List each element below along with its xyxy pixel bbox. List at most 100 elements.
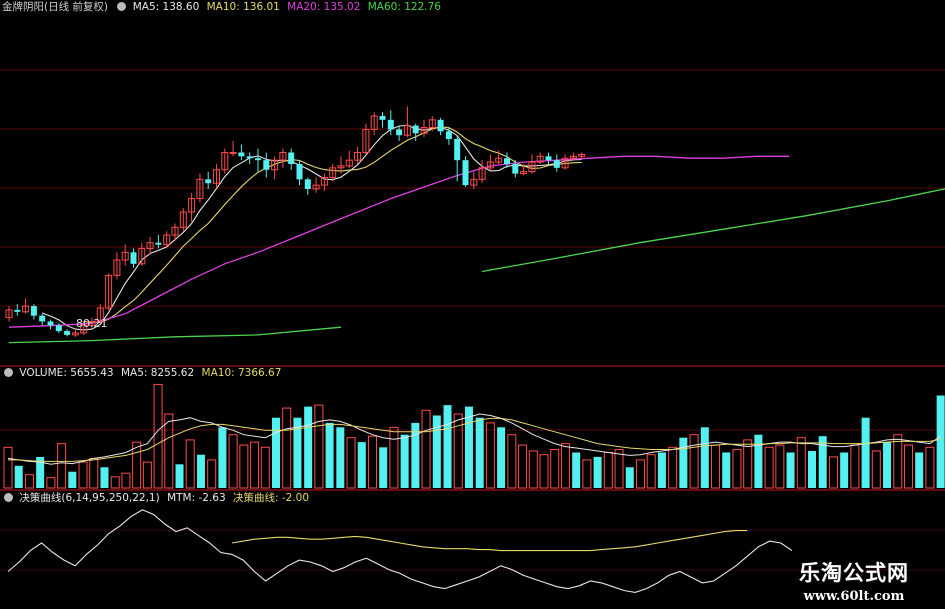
volume-bar: [464, 406, 473, 488]
volume-bar: [100, 467, 109, 488]
volume-bar: [218, 427, 227, 488]
volume-bar: [871, 450, 881, 489]
volume-bar: [893, 434, 903, 489]
candle-body: [47, 321, 54, 326]
volume-header: VOLUME: 5655.43 MA5: 8255.62 MA10: 7366.…: [2, 366, 285, 380]
candle-body: [14, 309, 21, 312]
candle-body: [39, 315, 46, 322]
volume-bar: [293, 417, 302, 488]
candle-body: [238, 152, 245, 157]
ma10-label: MA10: 136.01: [206, 1, 280, 13]
volume-bar: [400, 434, 409, 488]
volume-bar: [850, 444, 860, 489]
volume-bar: [722, 452, 731, 488]
volume-bar: [453, 413, 463, 489]
ma60-line: [481, 188, 945, 273]
ma20-label: MA20: 135.02: [287, 1, 361, 13]
volume-bar: [572, 452, 581, 488]
candle-body: [113, 259, 121, 276]
candle-body: [337, 165, 345, 169]
volume-bar: [282, 407, 292, 489]
candle-body: [437, 119, 444, 132]
chart-title[interactable]: 金牌阴阳(日线 前复权): [2, 1, 109, 13]
volume-bar: [142, 461, 152, 489]
indicator-header: 决策曲线(6,14,95,250,22,1) MTM: -2.63 决策曲线: …: [2, 491, 313, 505]
price-header: 金牌阴阳(日线 前复权) MA5: 138.60 MA10: 136.01 MA…: [2, 0, 445, 14]
volume-ma10-line: [8, 417, 941, 462]
candle-body: [179, 211, 187, 228]
candle-body: [30, 306, 37, 316]
volume-bar: [346, 437, 356, 489]
candle-body: [379, 116, 386, 120]
volume-bar: [175, 464, 184, 488]
candle-body: [578, 153, 586, 157]
candle-body: [255, 158, 261, 161]
volume-bar: [389, 426, 399, 489]
candle-body: [155, 242, 162, 245]
volume-bar: [421, 409, 431, 489]
volume-bar: [432, 415, 441, 488]
volume-bar: [24, 474, 34, 489]
volume-bar: [121, 472, 131, 489]
candle-body: [512, 164, 519, 174]
candle-body: [561, 157, 569, 169]
volume-bar: [239, 444, 249, 489]
candle-body: [130, 252, 137, 264]
low-price-marker: 80.21: [76, 317, 108, 330]
ma60-line: [8, 326, 342, 344]
volume-bar: [314, 404, 324, 489]
volume-bar: [272, 417, 280, 488]
candle-body: [396, 129, 403, 136]
candle-body: [80, 324, 88, 334]
volume-label: VOLUME: 5655.43: [19, 367, 114, 379]
volume-bar: [485, 422, 495, 489]
candle-body: [486, 161, 494, 169]
ma5-label: MA5: 138.60: [132, 1, 200, 13]
candle-body: [403, 125, 411, 136]
volume-bar: [582, 459, 592, 489]
indicator-title[interactable]: 决策曲线(6,14,95,250,22,1): [19, 492, 160, 504]
decision-label: 决策曲线: -2.00: [232, 492, 310, 504]
candle-body: [420, 127, 428, 134]
volume-bar: [89, 457, 99, 489]
volume-bar: [518, 444, 528, 489]
volume-bar: [635, 459, 645, 489]
mtm-label: MTM: -2.63: [167, 492, 226, 504]
settings-icon[interactable]: [4, 493, 13, 502]
candle-body: [229, 151, 237, 154]
volume-bar: [528, 450, 538, 489]
candle-body: [362, 128, 370, 153]
candle-body: [520, 171, 528, 175]
candle-body: [504, 158, 510, 164]
volume-bar: [36, 456, 45, 488]
mtm-line: [7, 509, 793, 593]
candle-body: [454, 139, 461, 161]
candle-body: [196, 178, 204, 200]
volume-bar: [153, 383, 163, 489]
vol-ma10-label: MA10: 7366.67: [201, 367, 282, 379]
volume-bar: [68, 471, 77, 488]
volume-bar: [915, 452, 924, 488]
candle-body: [528, 161, 536, 173]
volume-bar: [357, 442, 366, 488]
volume-bar: [603, 451, 613, 489]
candle-body: [387, 119, 394, 130]
settings-icon[interactable]: [4, 368, 13, 377]
volume-bar: [46, 477, 56, 489]
volume-bar: [260, 446, 270, 489]
volume-bar: [57, 443, 67, 489]
candle-body: [329, 167, 337, 178]
volume-bar: [828, 456, 838, 489]
candle-body: [478, 167, 486, 180]
volume-bar: [668, 446, 678, 489]
volume-bar: [903, 444, 913, 489]
volume-bar: [475, 417, 484, 488]
candle-body: [296, 164, 303, 180]
candlestick-series: [5, 106, 586, 337]
volume-bar: [840, 452, 849, 488]
watermark-url: www.60lt.com: [803, 589, 905, 604]
candle-body: [55, 325, 62, 332]
volume-bar: [207, 459, 217, 489]
settings-icon[interactable]: [117, 2, 127, 11]
volume-bar: [507, 434, 517, 489]
